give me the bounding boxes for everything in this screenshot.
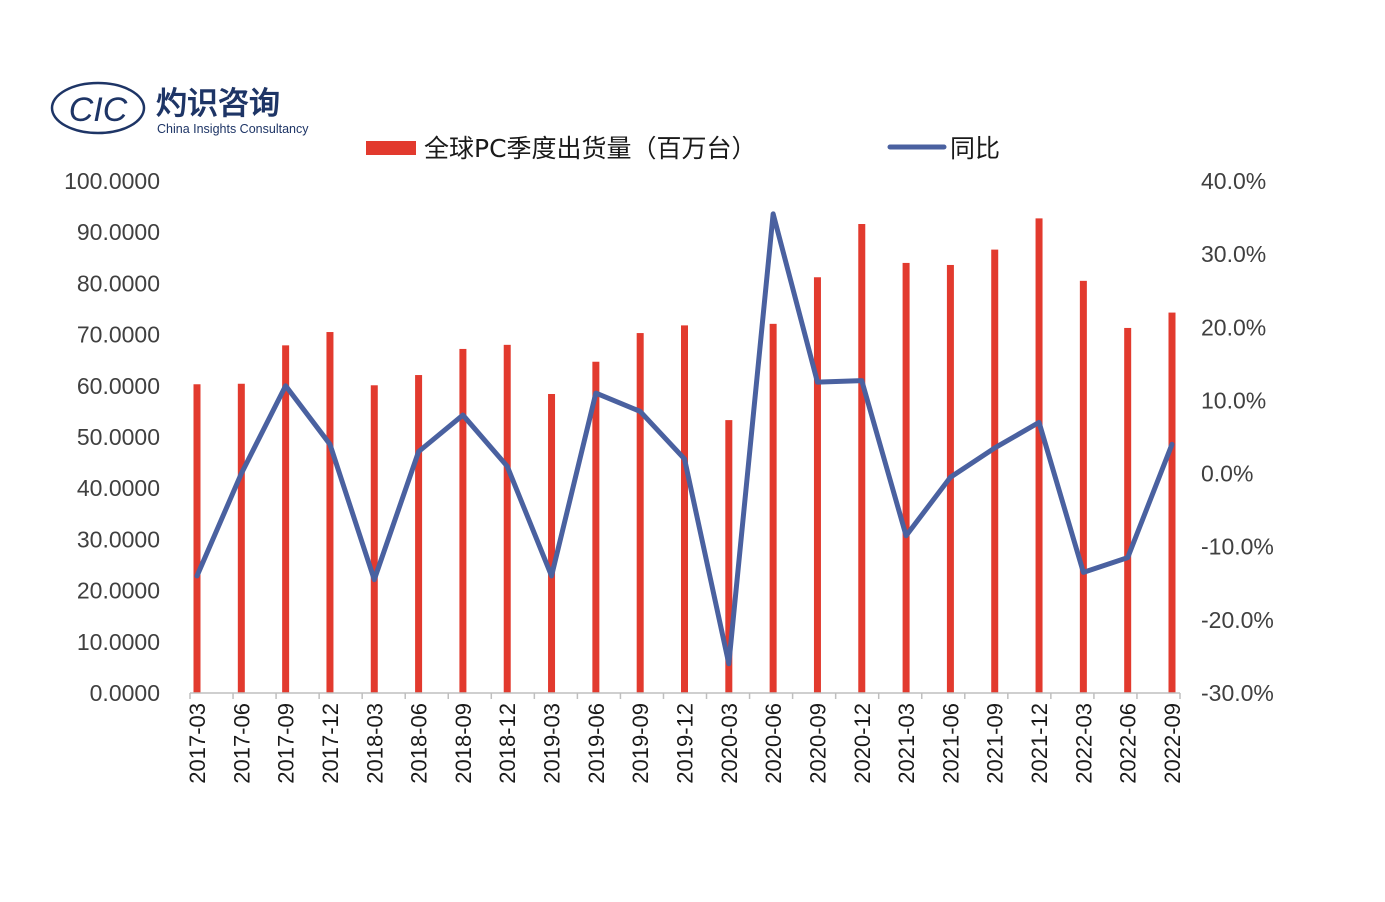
- yoy-line: [194, 211, 1175, 667]
- right-tick-label: 20.0%: [1201, 314, 1266, 340]
- bar-2017-03: [193, 384, 201, 693]
- x-tick-label: 2020-03: [717, 703, 742, 784]
- x-tick-label: 2019-09: [628, 703, 653, 784]
- x-tick-label: 2017-06: [229, 703, 254, 784]
- legend-bar-swatch: [366, 141, 416, 155]
- right-tick-label: -30.0%: [1201, 680, 1274, 706]
- left-tick-label: 50.0000: [77, 424, 160, 450]
- x-tick-label: 2022-03: [1071, 703, 1096, 784]
- legend: 全球PC季度出货量（百万台） 同比: [366, 134, 1000, 163]
- bar-2019-06: [592, 361, 600, 693]
- bar-2021-03: [902, 262, 910, 693]
- x-tick-label: 2018-06: [407, 703, 432, 784]
- bar-2017-06: [237, 383, 245, 693]
- x-tick-label: 2017-09: [274, 703, 299, 784]
- bar-2020-03: [725, 420, 733, 693]
- left-tick-label: 10.0000: [77, 629, 160, 655]
- bar-2022-06: [1124, 327, 1132, 693]
- x-tick-label: 2018-12: [495, 703, 520, 784]
- bar-2020-12: [858, 224, 866, 693]
- left-tick-label: 60.0000: [77, 373, 160, 399]
- left-tick-label: 30.0000: [77, 526, 160, 552]
- x-tick-label: 2021-09: [983, 703, 1008, 784]
- logo-name-cn: 灼识咨询: [156, 86, 280, 122]
- left-axis: 0.0000 10.0000 20.0000 30.0000 40.0000 50.000…: [64, 168, 160, 706]
- x-tick-label: 2020-06: [761, 703, 786, 784]
- bar-2017-12: [326, 332, 334, 693]
- line-series: [194, 211, 1175, 667]
- x-tick-label: 2022-06: [1116, 703, 1141, 784]
- right-tick-label: 10.0%: [1201, 387, 1266, 413]
- bar-2018-12: [503, 344, 511, 693]
- x-tick-label: 2019-06: [584, 703, 609, 784]
- x-tick-label: 2020-09: [805, 703, 830, 784]
- bar-2019-03: [548, 393, 556, 693]
- x-tick-label: 2021-03: [894, 703, 919, 784]
- left-tick-label: 20.0000: [77, 578, 160, 604]
- legend-bar-label: 全球PC季度出货量（百万台）: [424, 134, 757, 163]
- bar-2022-03: [1079, 280, 1087, 693]
- bar-2019-12: [681, 325, 688, 693]
- right-tick-label: 0.0%: [1201, 461, 1253, 487]
- bar-2018-03: [370, 385, 378, 693]
- right-tick-label: 40.0%: [1201, 168, 1266, 194]
- right-tick-label: -20.0%: [1201, 607, 1274, 633]
- logo-ellipse: [50, 81, 146, 135]
- logo-mark-text: CIC: [69, 91, 128, 129]
- logo-name-en: China Insights Consultancy: [157, 122, 309, 136]
- x-tick-label: 2018-09: [451, 703, 476, 784]
- bar-2020-06: [769, 323, 777, 693]
- logo: CIC 灼识咨询 China Insights Consultancy: [50, 81, 309, 136]
- left-tick-label: 0.0000: [90, 680, 160, 706]
- bar-2018-09: [459, 348, 467, 693]
- bar-2017-09: [282, 345, 290, 693]
- x-tick-label: 2019-03: [540, 703, 565, 784]
- right-axis: -30.0% -20.0% -10.0% 0.0% 10.0% 20.0% 30.0% 40.…: [1201, 168, 1274, 706]
- x-tick-label: 2017-12: [318, 703, 343, 784]
- bar-2022-09: [1168, 312, 1176, 693]
- legend-line-label: 同比: [950, 134, 1000, 163]
- left-tick-label: 40.0000: [77, 475, 160, 501]
- bar-2019-09: [636, 333, 644, 693]
- right-tick-label: 30.0%: [1201, 241, 1266, 267]
- x-tick-label: 2018-03: [362, 703, 387, 784]
- left-tick-label: 90.0000: [77, 219, 160, 245]
- x-tick-label: 2021-12: [1027, 703, 1052, 784]
- x-tick-label: 2017-03: [185, 703, 210, 784]
- left-tick-label: 80.0000: [77, 270, 160, 296]
- x-tick-label: 2021-06: [938, 703, 963, 784]
- x-tick-label: 2020-12: [850, 703, 875, 784]
- bar-2020-09: [813, 277, 821, 693]
- bar-2021-09: [991, 249, 999, 693]
- left-tick-label: 70.0000: [77, 322, 160, 348]
- right-tick-label: -10.0%: [1201, 534, 1274, 560]
- x-tick-label: 2019-12: [673, 703, 698, 784]
- bar-series: [193, 218, 1176, 693]
- left-tick-label: 100.0000: [64, 168, 160, 194]
- x-axis: 2017-03 2017-06 2017-09 2017-12 2018-03 2018-…: [185, 693, 1185, 784]
- bar-2021-12: [1035, 218, 1043, 693]
- x-tick-label: 2022-09: [1160, 703, 1185, 784]
- bar-2018-06: [415, 375, 423, 693]
